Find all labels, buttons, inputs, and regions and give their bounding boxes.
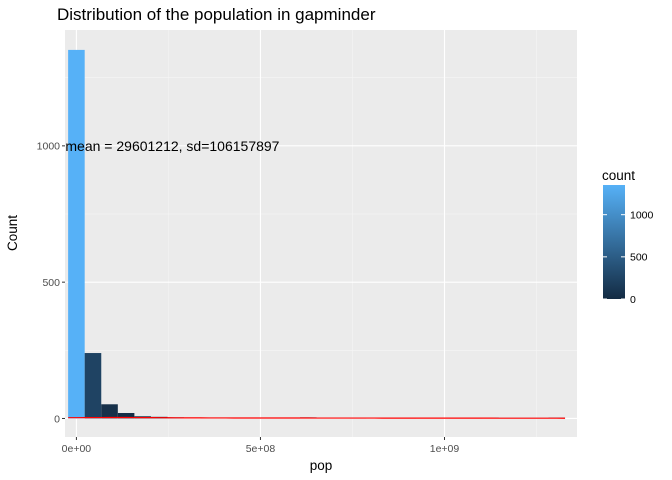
legend-tick-label: 500 — [630, 252, 648, 264]
legend-ticks: 0 500 1000 — [603, 209, 654, 306]
y-tick-label: 1000 — [37, 141, 61, 153]
histogram-bar — [68, 49, 85, 419]
x-tick-label: 0e+00 — [62, 443, 92, 455]
legend-tick-label: 1000 — [630, 209, 654, 221]
y-tick-label: 500 — [42, 277, 60, 289]
legend-tick-label: 0 — [630, 294, 636, 306]
legend-colorbar — [603, 185, 625, 299]
y-tick-label: 0 — [54, 413, 60, 425]
x-axis-title: pop — [310, 458, 333, 473]
x-tick-label: 1e+09 — [430, 443, 460, 455]
plot-panel — [65, 30, 577, 437]
mean-sd-annotation: mean = 29601212, sd=106157897 — [65, 138, 279, 154]
histogram-bar — [117, 413, 135, 419]
y-axis: 0 500 1000 — [37, 141, 65, 425]
density-curve — [68, 416, 566, 419]
x-axis: 0e+00 5e+08 1e+09 — [62, 437, 460, 455]
histogram-bar — [84, 353, 102, 419]
x-tick-label: 5e+08 — [246, 443, 276, 455]
y-axis-title: Count — [5, 215, 20, 251]
histogram-bar — [101, 404, 118, 419]
density-line — [68, 416, 566, 419]
color-legend: count 0 500 1000 — [602, 168, 654, 306]
chart-title: Distribution of the population in gapmin… — [57, 5, 376, 24]
legend-title: count — [602, 168, 635, 183]
